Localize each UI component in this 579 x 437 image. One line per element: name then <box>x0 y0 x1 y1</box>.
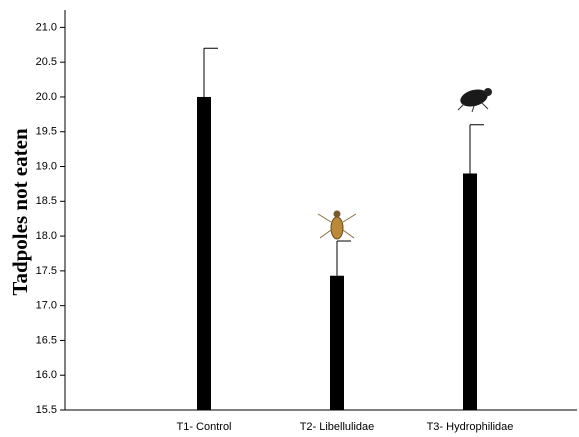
chart: Tadpoles not eaten 15.5 16.0 16.5 17.0 17.5 1… <box>0 0 579 437</box>
y-tick-label: 20.0 <box>36 91 57 103</box>
y-tick-label: 16.0 <box>36 369 57 381</box>
y-axis-label: Tadpoles not eaten <box>8 128 32 296</box>
y-tick-label: 19.0 <box>36 160 57 172</box>
y-tick-label: 15.5 <box>36 404 57 416</box>
y-tick-label: 21.0 <box>36 21 57 33</box>
x-tick-label: T3- Hydrophilidae <box>427 421 514 433</box>
y-tick-label: 17.0 <box>36 300 57 312</box>
y-tick-label: 19.5 <box>36 126 57 138</box>
error-bar <box>337 241 351 276</box>
y-tick-label: 18.0 <box>36 230 57 242</box>
y-tick-label: 17.5 <box>36 265 57 277</box>
bar <box>197 97 211 410</box>
beetle-icon <box>458 87 492 112</box>
y-tick-label: 20.5 <box>36 56 57 68</box>
dragonfly-larva-icon <box>318 211 356 240</box>
error-bar <box>470 125 484 174</box>
x-tick-label: T1- Control <box>176 421 231 433</box>
y-tick-label: 16.5 <box>36 334 57 346</box>
bar <box>330 276 344 410</box>
error-bar <box>204 48 218 97</box>
x-tick-label: T2- Libellulidae <box>300 421 375 433</box>
y-tick-label: 18.5 <box>36 195 57 207</box>
bar <box>463 173 477 410</box>
